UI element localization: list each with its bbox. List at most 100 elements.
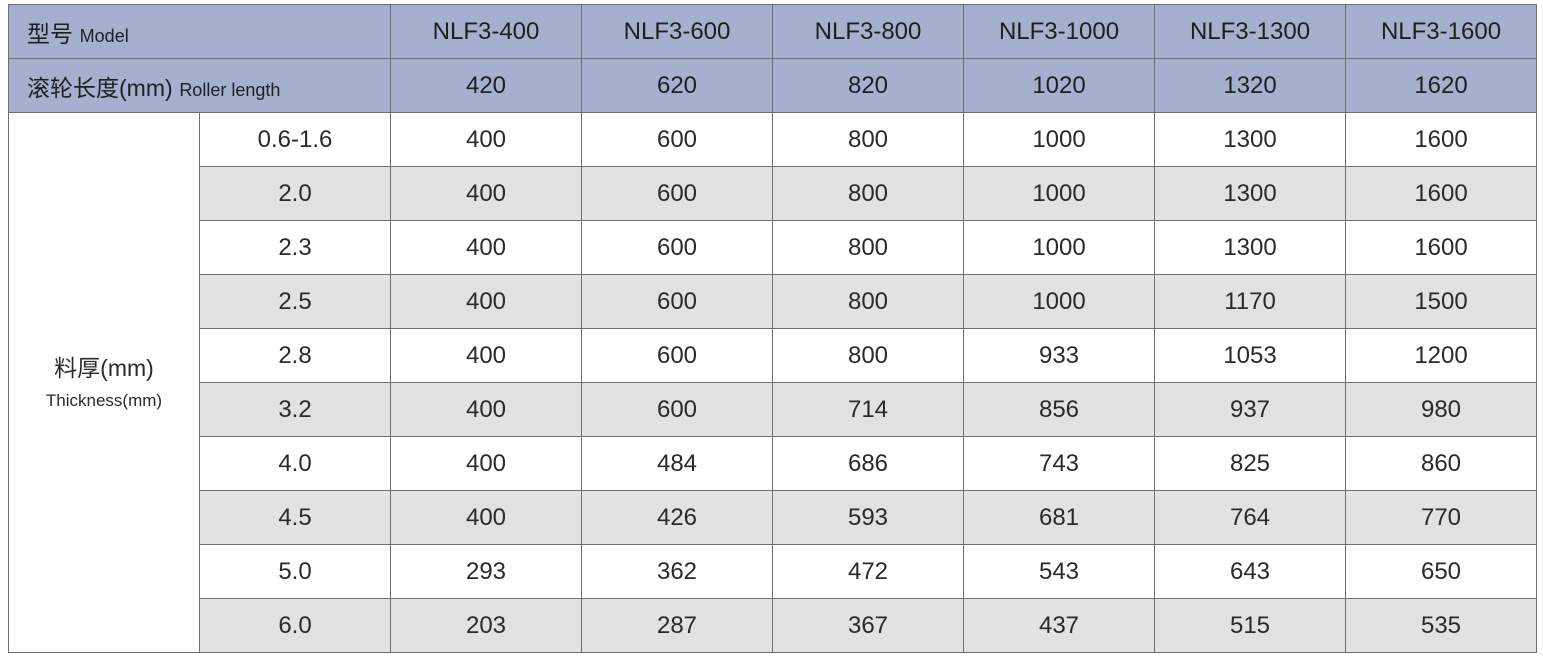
capacity-cell: 686 (772, 436, 965, 491)
thickness-value-cell: 3.2 (198, 382, 392, 437)
spec-table: 型号 Model NLF3-400 NLF3-600 NLF3-800 NLF3… (7, 4, 1538, 653)
capacity-cell: 400 (390, 220, 583, 275)
table-row: 2.5 400 600 800 1000 1170 1500 (9, 274, 1538, 329)
capacity-cell: 1000 (963, 220, 1156, 275)
thickness-value-cell: 2.3 (198, 220, 392, 275)
capacity-cell: 437 (963, 598, 1156, 653)
capacity-cell: 367 (772, 598, 965, 653)
capacity-cell: 800 (772, 274, 965, 329)
capacity-cell: 600 (581, 328, 774, 383)
capacity-cell: 650 (1345, 544, 1538, 599)
capacity-cell: 203 (390, 598, 583, 653)
capacity-cell: 600 (581, 220, 774, 275)
capacity-cell: 600 (581, 382, 774, 437)
thickness-value-cell: 5.0 (198, 544, 392, 599)
capacity-cell: 1000 (963, 274, 1156, 329)
capacity-cell: 400 (390, 382, 583, 437)
model-label-cell: 型号 Model (7, 4, 392, 59)
capacity-cell: 515 (1154, 598, 1347, 653)
capacity-cell: 933 (963, 328, 1156, 383)
capacity-cell: 980 (1345, 382, 1538, 437)
spec-table-body: 型号 Model NLF3-400 NLF3-600 NLF3-800 NLF3… (7, 4, 1538, 653)
capacity-cell: 400 (390, 166, 583, 221)
capacity-cell: 1200 (1345, 328, 1538, 383)
capacity-cell: 800 (772, 166, 965, 221)
capacity-cell: 1170 (1154, 274, 1347, 329)
capacity-cell: 860 (1345, 436, 1538, 491)
roller-label-cn: 滚轮长度(mm) (27, 74, 173, 101)
table-row: 2.8 400 600 800 933 1053 1200 (9, 328, 1538, 383)
capacity-cell: 600 (581, 166, 774, 221)
capacity-cell: 400 (390, 112, 583, 167)
model-name-cell: NLF3-800 (772, 4, 965, 59)
capacity-cell: 681 (963, 490, 1156, 545)
table-row: 4.0 400 484 686 743 825 860 (9, 436, 1538, 491)
capacity-cell: 400 (390, 328, 583, 383)
model-name-cell: NLF3-1600 (1345, 4, 1538, 59)
model-name-cell: NLF3-1000 (963, 4, 1156, 59)
capacity-cell: 743 (963, 436, 1156, 491)
table-row: 3.2 400 600 714 856 937 980 (9, 382, 1538, 437)
capacity-cell: 800 (772, 112, 965, 167)
capacity-cell: 643 (1154, 544, 1347, 599)
capacity-cell: 1600 (1345, 220, 1538, 275)
capacity-cell: 600 (581, 274, 774, 329)
roller-length-cell: 420 (390, 58, 583, 113)
capacity-cell: 287 (581, 598, 774, 653)
capacity-cell: 800 (772, 220, 965, 275)
roller-label-cell: 滚轮长度(mm) Roller length (7, 58, 392, 113)
table-row: 6.0 203 287 367 437 515 535 (9, 598, 1538, 653)
thickness-value-cell: 2.8 (198, 328, 392, 383)
thickness-value-cell: 2.5 (198, 274, 392, 329)
capacity-cell: 400 (390, 436, 583, 491)
capacity-cell: 1053 (1154, 328, 1347, 383)
capacity-cell: 1000 (963, 112, 1156, 167)
thickness-value-cell: 4.5 (198, 490, 392, 545)
thickness-label-cell: 料厚(mm) Thickness(mm) (8, 112, 200, 653)
thickness-value-cell: 2.0 (198, 166, 392, 221)
roller-length-cell: 1020 (963, 58, 1156, 113)
capacity-cell: 1300 (1154, 112, 1347, 167)
capacity-cell: 1300 (1154, 166, 1347, 221)
capacity-cell: 426 (581, 490, 774, 545)
capacity-cell: 1000 (963, 166, 1156, 221)
table-row: 2.3 400 600 800 1000 1300 1600 (9, 220, 1538, 275)
capacity-cell: 400 (390, 490, 583, 545)
capacity-cell: 600 (581, 112, 774, 167)
thickness-value-cell: 4.0 (198, 436, 392, 491)
capacity-cell: 1600 (1345, 112, 1538, 167)
capacity-cell: 293 (390, 544, 583, 599)
table-row: 4.5 400 426 593 681 764 770 (9, 490, 1538, 545)
capacity-cell: 714 (772, 382, 965, 437)
capacity-cell: 1300 (1154, 220, 1347, 275)
capacity-cell: 764 (1154, 490, 1347, 545)
thickness-label-en: Thickness(mm) (45, 390, 163, 410)
thickness-label-cn: 料厚(mm) (54, 354, 154, 381)
table-row: 料厚(mm) Thickness(mm) 0.6-1.6 400 600 800 … (8, 112, 1538, 653)
roller-length-cell: 620 (581, 58, 774, 113)
model-name-cell: NLF3-400 (390, 4, 583, 59)
capacity-cell: 484 (581, 436, 774, 491)
model-label-en: Model (79, 25, 129, 46)
capacity-cell: 543 (963, 544, 1156, 599)
roller-label-en: Roller length (179, 79, 281, 100)
table-row: 2.0 400 600 800 1000 1300 1600 (9, 166, 1538, 221)
capacity-cell: 770 (1345, 490, 1538, 545)
table-row: 5.0 293 362 472 543 643 650 (9, 544, 1538, 599)
capacity-cell: 1600 (1345, 166, 1538, 221)
capacity-cell: 825 (1154, 436, 1347, 491)
model-name-cell: NLF3-600 (581, 4, 774, 59)
capacity-cell: 800 (772, 328, 965, 383)
model-label-cn: 型号 (27, 20, 73, 47)
roller-length-cell: 1620 (1345, 58, 1538, 113)
roller-length-cell: 820 (772, 58, 965, 113)
capacity-cell: 362 (581, 544, 774, 599)
roller-length-row: 滚轮长度(mm) Roller length 420 620 820 1020 … (7, 58, 1538, 113)
roller-length-cell: 1320 (1154, 58, 1347, 113)
capacity-cell: 535 (1345, 598, 1538, 653)
capacity-cell: 856 (963, 382, 1156, 437)
capacity-cell: 937 (1154, 382, 1347, 437)
capacity-cell: 1500 (1345, 274, 1538, 329)
model-header-row: 型号 Model NLF3-400 NLF3-600 NLF3-800 NLF3… (7, 4, 1538, 59)
capacity-cell: 400 (390, 274, 583, 329)
